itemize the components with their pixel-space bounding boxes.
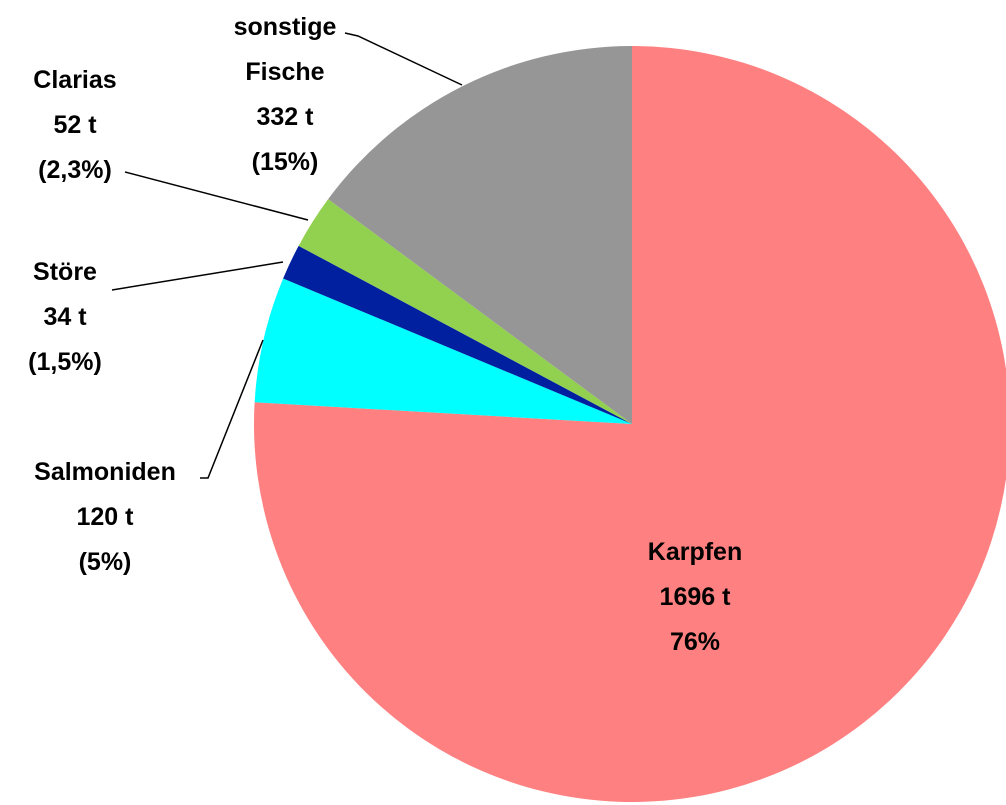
- pie-slice: [254, 46, 1006, 802]
- slices: [254, 46, 1006, 802]
- leader-line: [344, 32, 463, 86]
- pie-slice: [298, 199, 632, 424]
- category-label: sonstige Fische: [233, 13, 337, 86]
- percent-label: (15%): [251, 148, 319, 176]
- value-label: 34 t: [43, 303, 87, 331]
- pie-slice: [283, 245, 632, 424]
- slice-label: Störe 34 t (1,5%): [0, 250, 135, 385]
- value-label: 120 t: [76, 503, 134, 531]
- slice-label: Clarias 52 t (2,3%): [5, 58, 145, 193]
- value-label: 332 t: [256, 103, 314, 131]
- percent-label: (2,3%): [38, 156, 112, 184]
- leader-lines: [111, 32, 463, 479]
- pie-slice: [254, 278, 632, 424]
- slice-label: sonstige Fische 332 t (15%): [220, 5, 350, 185]
- category-label: Karpfen: [647, 538, 743, 566]
- pie-slice: [328, 46, 632, 424]
- value-label: 1696 t: [659, 583, 731, 611]
- category-label: Salmoniden: [34, 458, 176, 486]
- value-label: 52 t: [53, 111, 97, 139]
- slice-label: Salmoniden 120 t (5%): [5, 450, 205, 585]
- category-label: Störe: [33, 258, 97, 286]
- percent-label: (5%): [78, 548, 132, 576]
- category-label: Clarias: [33, 66, 117, 94]
- slice-label: Karpfen 1696 t 76%: [575, 530, 815, 665]
- percent-label: 76%: [669, 628, 721, 656]
- leader-line: [124, 171, 309, 221]
- leader-line: [111, 261, 284, 291]
- leader-line: [200, 339, 264, 479]
- percent-label: (1,5%): [28, 348, 102, 376]
